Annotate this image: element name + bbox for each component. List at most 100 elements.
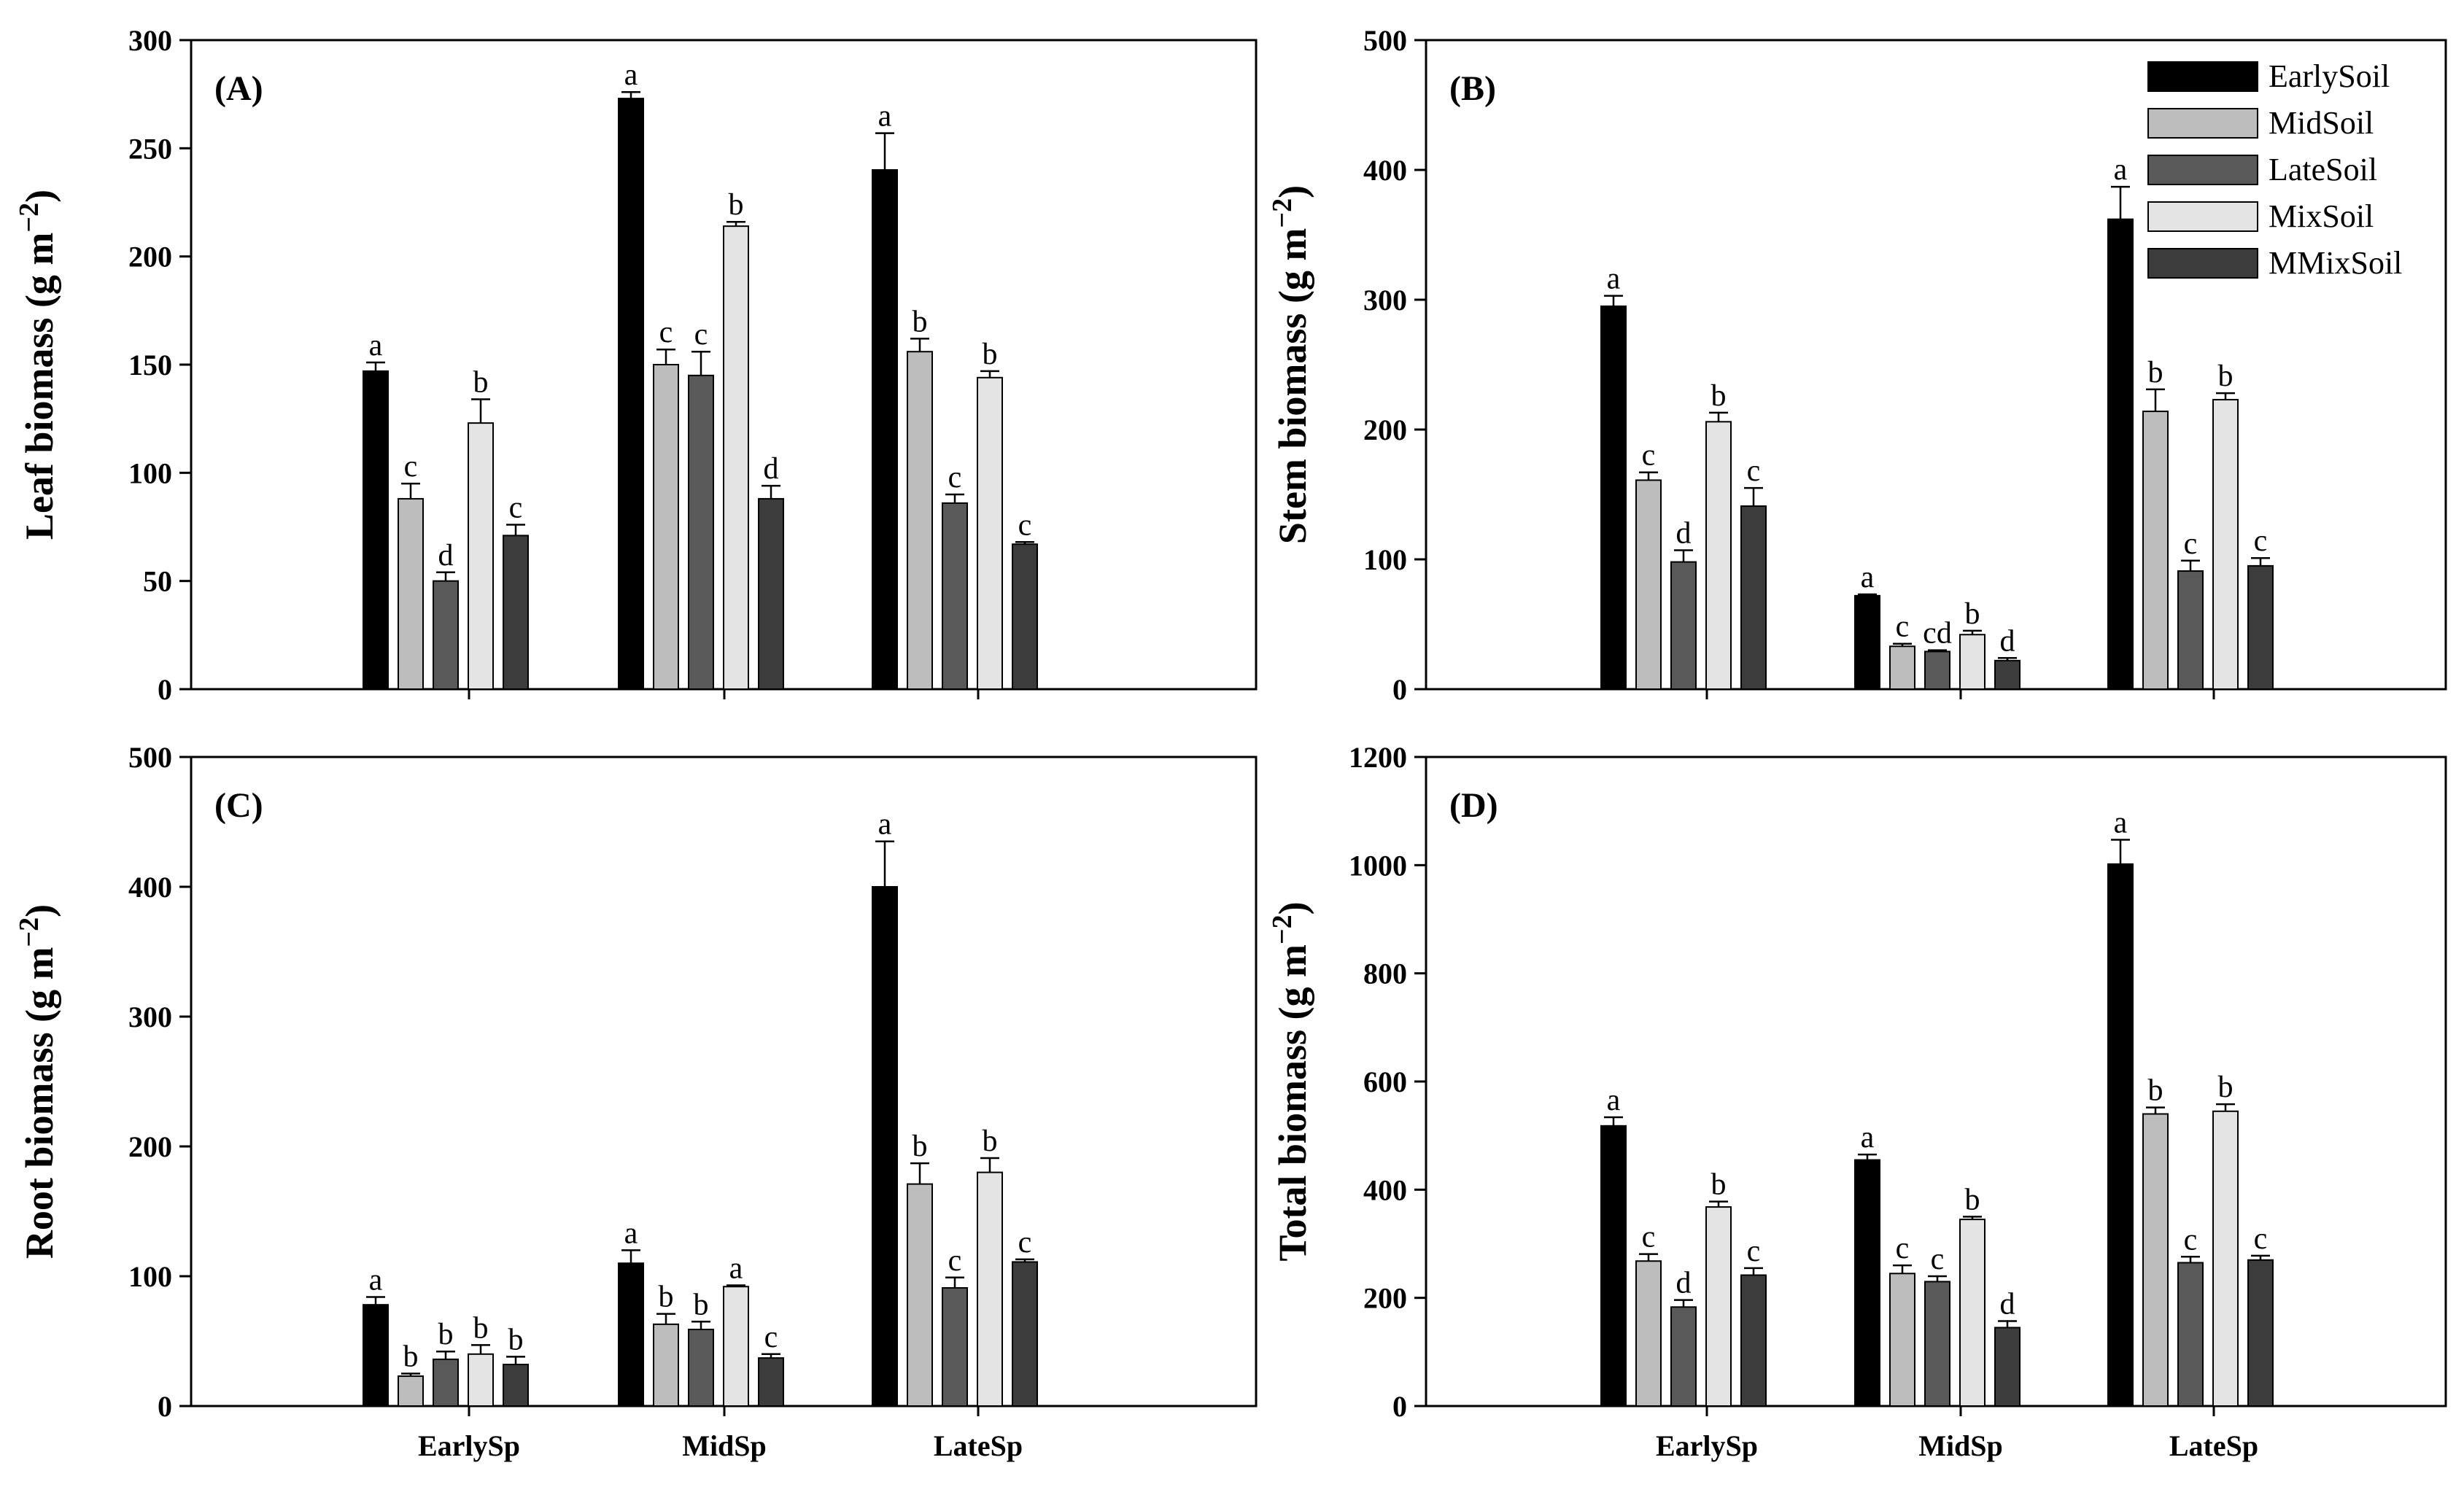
- x-category-label-midsp: MidSp: [682, 1429, 767, 1462]
- significance-letter: b: [729, 188, 744, 222]
- significance-letter: a: [624, 1216, 638, 1250]
- x-category-label-latesp: LateSp: [934, 1429, 1023, 1462]
- bar-mmixsoil-earlysp: [1740, 1274, 1767, 1407]
- significance-letter: a: [2114, 806, 2128, 839]
- y-tick-label: 800: [1363, 958, 1407, 990]
- panel-label: (B): [1449, 69, 1496, 108]
- significance-letter: c: [509, 492, 523, 525]
- bar-mmixsoil-midsp: [1994, 1327, 2021, 1407]
- y-tick-label: 200: [128, 1130, 172, 1163]
- bar-latesoil-midsp: [688, 1328, 714, 1407]
- bar-midsoil-midsp: [653, 1323, 679, 1407]
- significance-letter: c: [1931, 1243, 1945, 1276]
- significance-letter: c: [2184, 1223, 2198, 1257]
- significance-letter: b: [983, 1125, 998, 1158]
- y-tick-label: 50: [143, 565, 172, 598]
- significance-letter: d: [764, 452, 779, 486]
- y-tick-label: 200: [1363, 1282, 1407, 1315]
- y-tick-label: 400: [1363, 154, 1407, 187]
- significance-letter: b: [1965, 1183, 1980, 1216]
- y-tick-label: 500: [1363, 24, 1407, 57]
- bar-mixsoil-earlysp: [468, 422, 494, 690]
- bar-mixsoil-midsp: [1959, 634, 1985, 690]
- significance-letter: a: [1861, 561, 1875, 594]
- bar-mmixsoil-midsp: [758, 1357, 784, 1407]
- significance-letter: b: [2148, 356, 2163, 389]
- y-tick-label: 300: [1363, 284, 1407, 317]
- bar-mixsoil-latesp: [2212, 399, 2239, 690]
- significance-letter: d: [2000, 624, 2015, 658]
- bar-mixsoil-earlysp: [468, 1353, 494, 1407]
- significance-letter: c: [2184, 527, 2198, 561]
- y-tick-label: 250: [128, 132, 172, 165]
- significance-letter: b: [913, 1130, 928, 1163]
- bar-earlysoil-earlysp: [1600, 1125, 1627, 1407]
- bar-latesoil-latesp: [942, 1287, 968, 1407]
- bar-midsoil-earlysp: [398, 1375, 424, 1407]
- legend-label-earlysoil: EarlySoil: [2269, 58, 2390, 94]
- panel-label: (A): [214, 69, 263, 108]
- bar-latesoil-midsp: [1924, 1281, 1950, 1407]
- bar-earlysoil-midsp: [1854, 1159, 1880, 1407]
- bar-mmixsoil-latesp: [2247, 564, 2274, 691]
- panel-label: (C): [214, 786, 263, 825]
- significance-letter: c: [404, 450, 418, 484]
- significance-letter: c: [1642, 1221, 1656, 1254]
- y-axis-label: Leaf biomass (g m−2): [14, 190, 61, 540]
- legend-label-mixsoil: MixSoil: [2269, 198, 2374, 234]
- significance-letter: c: [948, 461, 962, 494]
- bar-latesoil-midsp: [1924, 651, 1950, 691]
- x-category-label-earlysp: EarlySp: [418, 1429, 520, 1462]
- y-axis-label: Total biomass (g m−2): [1267, 901, 1314, 1261]
- bar-latesoil-earlysp: [433, 1358, 459, 1407]
- significance-letter: c: [2254, 524, 2268, 558]
- y-tick-label: 100: [128, 457, 172, 489]
- significance-letter: c: [1747, 1235, 1761, 1268]
- bar-mmixsoil-latesp: [1012, 1261, 1038, 1407]
- y-tick-label: 1000: [1349, 849, 1407, 882]
- significance-letter: c: [1018, 1226, 1032, 1259]
- legend-label-latesoil: LateSoil: [2269, 152, 2377, 187]
- significance-letter: b: [1965, 597, 1980, 631]
- bar-mmixsoil-midsp: [758, 497, 784, 691]
- bar-midsoil-latesp: [2142, 1113, 2169, 1407]
- panel-c: 0 100 200 300 400 500 Root biomass (g m−2) (C) a…: [14, 741, 1258, 1462]
- significance-letter: c: [1018, 508, 1032, 542]
- significance-letter: a: [2114, 153, 2128, 187]
- legend-swatch-latesoil: [2147, 155, 2258, 185]
- significance-letter: a: [729, 1251, 743, 1285]
- bar-midsoil-midsp: [1889, 1273, 1915, 1407]
- bar-earlysoil-latesp: [2107, 863, 2134, 1407]
- bar-earlysoil-earlysp: [1600, 305, 1627, 690]
- bar-mmixsoil-earlysp: [1740, 505, 1767, 691]
- significance-letter: a: [369, 329, 383, 362]
- y-tick-label: 200: [1363, 413, 1407, 446]
- significance-letter: c: [764, 1321, 778, 1354]
- x-category-label-earlysp: EarlySp: [1656, 1429, 1758, 1462]
- bar-midsoil-earlysp: [398, 497, 424, 691]
- bar-midsoil-earlysp: [1635, 1260, 1662, 1407]
- significance-letter: c: [1747, 454, 1761, 488]
- bar-earlysoil-earlysp: [363, 1304, 389, 1407]
- bar-mmixsoil-latesp: [1012, 543, 1038, 690]
- bar-mixsoil-latesp: [2212, 1110, 2239, 1407]
- y-tick-label: 300: [128, 24, 172, 57]
- significance-letter: c: [948, 1244, 962, 1278]
- bar-latesoil-earlysp: [1670, 1306, 1697, 1407]
- bar-latesoil-latesp: [2177, 570, 2204, 691]
- significance-letter: a: [1607, 1084, 1621, 1117]
- legend-swatch-mmixsoil: [2147, 248, 2258, 279]
- y-tick-label: 600: [1363, 1065, 1407, 1098]
- bar-mixsoil-earlysp: [1705, 1206, 1732, 1407]
- bar-midsoil-latesp: [907, 1183, 933, 1407]
- legend-swatch-earlysoil: [2147, 61, 2258, 92]
- significance-letter: d: [438, 539, 454, 572]
- significance-letter: c: [694, 318, 708, 352]
- x-category-label-latesp: LateSp: [2169, 1429, 2258, 1462]
- significance-letter: b: [913, 305, 928, 338]
- bar-mixsoil-midsp: [723, 1286, 749, 1407]
- significance-letter: a: [1861, 1121, 1875, 1154]
- y-tick-label: 1200: [1349, 741, 1407, 774]
- bar-mixsoil-latesp: [977, 376, 1003, 690]
- bar-mmixsoil-earlysp: [503, 1364, 529, 1407]
